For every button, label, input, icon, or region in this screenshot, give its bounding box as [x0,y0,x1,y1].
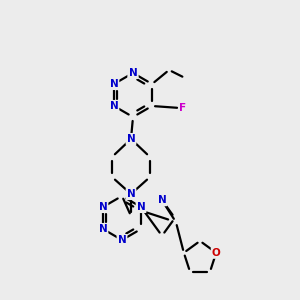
Text: N: N [127,189,135,199]
Text: N: N [158,195,166,205]
Text: N: N [127,134,135,144]
Text: N: N [137,202,146,212]
Text: N: N [129,68,137,78]
Text: F: F [179,103,187,113]
Text: N: N [129,68,137,78]
Text: O: O [212,248,220,258]
Text: N: N [110,79,118,89]
Text: N: N [99,202,107,212]
Text: N: N [118,235,126,245]
Text: N: N [99,224,107,234]
Text: N: N [110,101,118,111]
